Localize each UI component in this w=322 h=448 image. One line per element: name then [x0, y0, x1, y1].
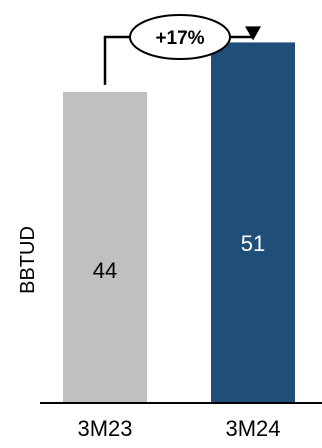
growth-annotation: +17%	[103, 14, 261, 85]
y-axis-label: BBTUD	[17, 226, 39, 294]
data-label-3m23: 44	[93, 258, 117, 283]
growth-badge	[129, 14, 231, 60]
bar-3m24	[211, 42, 295, 403]
bar-3m23	[63, 91, 147, 403]
arrow-head	[245, 26, 261, 41]
data-label-3m24: 51	[241, 231, 265, 256]
growth-percentage-label: +17%	[155, 28, 204, 49]
x-tick-label-3m23: 3M23	[77, 416, 132, 441]
x-tick-label-3m24: 3M24	[225, 416, 280, 441]
